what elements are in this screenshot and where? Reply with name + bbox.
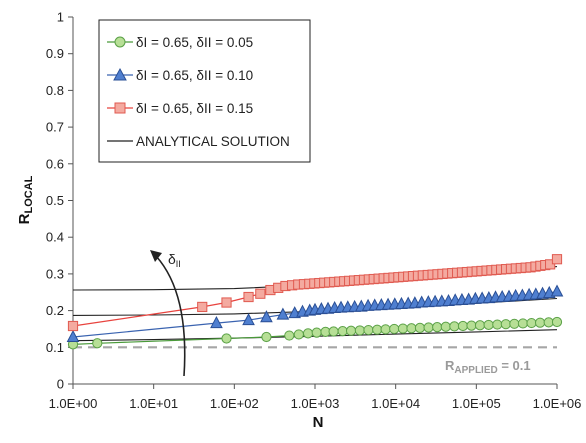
y-tick-label: 0.6: [46, 156, 64, 171]
data-point: [500, 319, 511, 330]
series-2: [66, 284, 564, 343]
legend-box: [98, 19, 311, 163]
data-point: [372, 324, 383, 335]
data-point: [255, 288, 266, 299]
data-point: [242, 313, 255, 326]
data-point: [517, 318, 529, 329]
legend-item-series-3: δI = 0.65, δII = 0.15: [107, 101, 253, 116]
data-point: [197, 301, 208, 313]
data-point: [293, 329, 304, 340]
y-tick-label: 0: [57, 377, 64, 392]
data-point: [328, 326, 339, 337]
legend-item-series-2: δI = 0.65, δII = 0.10: [107, 67, 253, 83]
data-point: [261, 331, 272, 343]
delta-arrow: [155, 255, 186, 377]
y-tick-label: 0.9: [46, 46, 64, 61]
data-point: [414, 322, 426, 333]
delta-label: δII: [168, 251, 181, 269]
x-tick-label: 1.0E+04: [371, 396, 420, 411]
data-point: [389, 323, 400, 335]
y-tick-label: 0.2: [46, 303, 64, 318]
applied-label-sub: APPLIED: [454, 365, 497, 376]
y-tick-label: 1: [57, 10, 64, 25]
data-point: [221, 297, 232, 308]
y-tick-label: 0.5: [46, 193, 64, 208]
data-point: [337, 326, 348, 337]
data-point: [526, 317, 537, 329]
data-point: [397, 323, 409, 334]
y-tick-label: 0.3: [46, 266, 64, 281]
data-point: [311, 327, 322, 338]
data-point: [210, 316, 223, 329]
legend-label-analytical: ANALYTICAL SOLUTION: [136, 134, 290, 149]
data-point: [483, 319, 494, 331]
data-series: [66, 254, 564, 350]
data-point: [449, 321, 460, 332]
legend-marker-series-1: [114, 36, 126, 48]
data-point: [380, 324, 391, 335]
data-point: [345, 325, 357, 336]
data-point: [66, 329, 80, 343]
legend-label-series-3: δI = 0.65, δII = 0.15: [136, 101, 253, 116]
axes: 0 0.1 0.2 0.3 0.4 0.5 0.6 0.7 0.8 0.9 1 1.0E+00 1.0E…: [46, 10, 581, 412]
x-tick-label: 1.0E+03: [291, 396, 340, 411]
legend-item-series-1: δI = 0.65, δII = 0.05: [107, 35, 253, 50]
data-point: [551, 316, 563, 328]
x-tick-label: 1.0E+01: [129, 396, 178, 411]
data-point: [406, 323, 417, 334]
y-tick-label: 0.7: [46, 120, 64, 135]
data-point: [67, 320, 79, 332]
legend-label-series-2: δI = 0.65, δII = 0.10: [136, 68, 253, 83]
x-tick-label: 1.0E+00: [49, 396, 98, 411]
x-tick-label: 1.0E+02: [210, 396, 259, 411]
data-point: [284, 330, 295, 341]
legend-label-series-1: δI = 0.65, δII = 0.05: [136, 35, 253, 50]
data-point: [551, 254, 563, 265]
x-axis-title: N: [313, 414, 324, 431]
applied-label-tail: = 0.1: [498, 358, 531, 373]
data-point: [492, 319, 503, 330]
data-point: [243, 291, 254, 303]
data-point: [509, 318, 520, 329]
legend-marker-series-3: [114, 102, 126, 114]
delta-arrowhead: [150, 250, 162, 262]
data-point: [260, 310, 273, 323]
y-axis-title-main: R: [16, 213, 33, 224]
legend: δI = 0.65, δII = 0.05 δI = 0.65, δII = 0…: [98, 19, 311, 163]
legend-marker-series-2: [113, 67, 127, 81]
data-point: [363, 324, 374, 336]
data-point: [466, 320, 477, 331]
data-point: [302, 328, 314, 339]
y-tick-label: 0.1: [46, 340, 64, 355]
series-1: [67, 316, 563, 350]
data-point: [550, 284, 564, 297]
data-point: [545, 259, 556, 270]
x-tick-label: 1.0E+06: [533, 396, 582, 411]
data-point: [92, 338, 103, 349]
data-point: [354, 325, 365, 336]
legend-item-analytical: ANALYTICAL SOLUTION: [107, 134, 290, 149]
data-point: [276, 307, 290, 320]
data-point: [432, 322, 443, 333]
applied-label: RAPPLIED = 0.1: [445, 358, 531, 376]
y-tick-label: 0.4: [46, 230, 64, 245]
delta-label-sub: II: [176, 259, 181, 269]
x-tick-label: 1.0E+05: [452, 396, 501, 411]
data-point: [440, 321, 451, 332]
y-axis-title-sub: LOCAL: [23, 175, 35, 213]
series-3: [67, 254, 563, 332]
data-point: [457, 320, 469, 332]
data-point: [423, 322, 434, 333]
data-point: [221, 333, 232, 344]
y-tick-label: 0.8: [46, 83, 64, 98]
applied-label-main: R: [445, 358, 455, 373]
delta-label-main: δ: [168, 251, 176, 267]
data-point: [534, 317, 546, 328]
data-point: [474, 320, 486, 331]
y-axis-title: RLOCAL: [16, 175, 35, 224]
